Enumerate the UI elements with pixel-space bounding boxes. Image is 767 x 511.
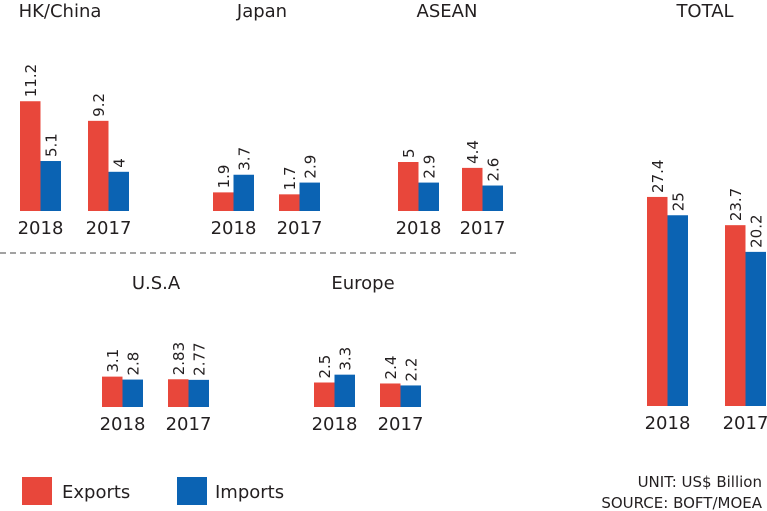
unit-note: UNIT: US$ Billion	[638, 473, 762, 491]
data-label: 4.4	[464, 140, 482, 164]
category-label: 2018	[211, 218, 257, 239]
group-japan: Japan 1.93.7 2018 1.7 2.9 2017	[211, 1, 323, 239]
group-title: ASEAN	[417, 1, 478, 22]
data-label: 3.7	[236, 147, 254, 171]
data-label: 27.4	[649, 160, 667, 193]
data-label: 2.8	[125, 352, 143, 376]
data-label: 2.77	[191, 342, 209, 375]
bar-imports	[40, 161, 61, 211]
bar-imports	[418, 182, 439, 211]
data-label: 23.7	[727, 188, 745, 221]
data-label: 2.9	[302, 155, 320, 179]
data-label: 5	[400, 148, 418, 158]
bar-exports	[102, 376, 123, 407]
bar-exports	[20, 101, 41, 211]
group-title: HK/China	[19, 1, 102, 22]
bar-exports	[213, 192, 234, 211]
group-total: TOTAL 27.425 2018 23.720.2 2017	[645, 1, 767, 434]
data-label: 3.3	[337, 347, 355, 371]
bar-exports	[647, 196, 668, 406]
group-hk-china: HK/China 11.2 5.1 2018 9.2 4 2017	[18, 1, 132, 239]
group-title: TOTAL	[675, 1, 733, 22]
category-label: 2018	[312, 414, 358, 435]
bar-exports	[380, 383, 401, 407]
bar-imports	[667, 215, 688, 406]
bar-imports	[122, 379, 143, 407]
source-note: SOURCE: BOFT/MOEA	[601, 494, 762, 511]
bar-imports	[233, 174, 254, 211]
data-label: 1.7	[281, 166, 299, 190]
category-label: 2018	[645, 413, 691, 434]
legend-swatch-exports	[22, 477, 52, 505]
bar-exports	[314, 382, 335, 407]
group-title: U.S.A	[132, 273, 181, 294]
bar-exports	[88, 120, 109, 211]
data-label: 2.4	[382, 356, 400, 380]
category-label: 2017	[723, 413, 767, 434]
bar-exports	[725, 225, 746, 406]
data-label: 2.6	[485, 158, 503, 182]
data-label: 4	[111, 158, 129, 168]
bar-exports	[279, 194, 300, 211]
group-title: Japan	[236, 1, 287, 22]
data-label: 5.1	[43, 133, 61, 157]
data-label: 1.9	[215, 165, 233, 189]
bar-imports	[299, 182, 320, 211]
category-label: 2017	[86, 218, 132, 239]
data-label: 3.1	[104, 349, 122, 373]
data-label: 25	[670, 192, 688, 211]
data-label: 2.9	[421, 155, 439, 179]
data-label: 2.83	[170, 342, 188, 375]
category-label: 2018	[100, 414, 146, 435]
category-label: 2017	[166, 414, 212, 435]
category-label: 2017	[460, 218, 506, 239]
group-title: Europe	[331, 273, 394, 294]
category-label: 2018	[18, 218, 64, 239]
data-label: 11.2	[22, 64, 40, 97]
bar-exports	[462, 167, 483, 211]
data-label: 9.2	[90, 93, 108, 117]
legend-label-exports: Exports	[62, 482, 130, 503]
legend-swatch-imports	[177, 477, 207, 505]
group-u-s-a: U.S.A 3.1 2.8 2018 2.83 2.77 2017	[100, 273, 212, 435]
bar-imports	[482, 185, 503, 211]
bar-imports	[334, 374, 355, 407]
bar-imports	[400, 385, 421, 407]
legend-label-imports: Imports	[215, 482, 284, 503]
bar-imports	[188, 379, 209, 407]
category-label: 2017	[277, 218, 323, 239]
bar-imports	[745, 251, 766, 406]
bar-exports	[168, 379, 189, 407]
data-label: 2.5	[316, 355, 334, 379]
category-label: 2018	[396, 218, 442, 239]
group-europe: Europe 2.5 3.3 2018 2.4 2.2 2017	[312, 273, 424, 435]
data-label: 20.2	[748, 214, 766, 247]
data-label: 2.2	[403, 358, 421, 382]
bar-imports	[108, 171, 129, 211]
group-asean: ASEAN 52.9 2018 4.42.6 2017	[396, 1, 506, 239]
category-label: 2017	[378, 414, 424, 435]
bar-exports	[398, 162, 419, 211]
